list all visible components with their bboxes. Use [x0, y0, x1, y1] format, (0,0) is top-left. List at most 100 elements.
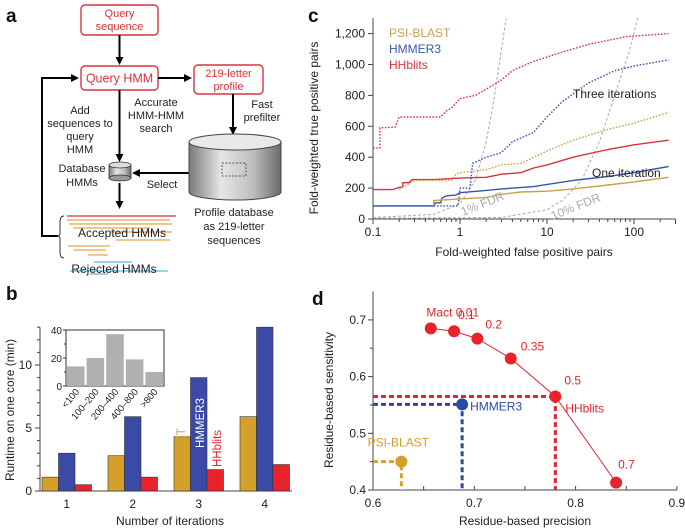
add-label-2: sequences to — [47, 118, 112, 130]
c-ytick-label: 200 — [345, 181, 365, 195]
c-legend-psiblast: PSI-BLAST — [389, 26, 451, 40]
accurate-label-1: Accurate — [134, 97, 177, 109]
b-inset-xtick-label: >800 — [138, 387, 160, 410]
b-ytick-label: 5 — [25, 421, 32, 435]
b-legend-psiblast: PSI-BLAST — [176, 428, 188, 487]
d-label-hhblits-2: 0.2 — [485, 318, 502, 332]
c-annotation-10pct-fdr: 10% FDR — [549, 190, 603, 223]
b-inset-bar-4 — [145, 372, 163, 386]
c-annotation-one-iteration: One iteration — [592, 166, 661, 180]
query-sequence-label-2: sequence — [96, 21, 144, 33]
query-hmm-label: Query HMM — [86, 72, 153, 86]
c-xlabel: Fold-weighted false positive pairs — [435, 245, 612, 259]
c-line-psi-blast-three-iterations — [398, 111, 669, 191]
d-marks: Mact 0.010.1 0.2 0.35 0.5 0.7 HHblits HMMER3 PS… — [368, 305, 635, 490]
c-legend-hhblits: HHblits — [389, 58, 428, 72]
d-xtick-label: 0.9 — [669, 496, 685, 510]
d-ytick-label: 0.7 — [349, 313, 366, 327]
c-xtick-label: 0.1 — [365, 225, 382, 239]
d-point-hhblits-4 — [549, 390, 562, 403]
b-bar-hmmer3-3 — [190, 377, 208, 492]
panel-letter-d: d — [312, 289, 324, 310]
accurate-label-2: HMM-HMM — [128, 110, 184, 122]
d-axes: 0.4 0.5 0.6 0.7 0.6 0.7 0.8 0.9 — [349, 291, 685, 510]
d-point-hhblits-5 — [610, 476, 623, 489]
d-label-hhblits-4: 0.5 — [564, 373, 581, 387]
b-inset-bar-2 — [106, 334, 124, 386]
d-point-hhblits-3 — [504, 352, 517, 365]
b-inset-bar-1 — [86, 358, 105, 386]
c-legend-hmmer3: HMMER3 — [389, 42, 441, 56]
c-lines — [372, 18, 669, 219]
panel-letter-c: c — [308, 6, 319, 27]
feedback-loop-arrow — [41, 74, 79, 237]
panel-d: d 0.4 0.5 0.6 0.7 0.6 0.7 0.8 0.9 Mact 0.010.10… — [312, 289, 685, 528]
d-ylabel: Residue-based sensitivity — [322, 332, 336, 468]
b-legend-hhblits: HHblits — [212, 430, 224, 467]
b-ytick-label: 10 — [19, 358, 33, 372]
c-line-psi-blast-one-iteration — [433, 176, 669, 206]
panel-letter-a: a — [6, 6, 17, 27]
d-xtick-label: 0.7 — [466, 496, 483, 510]
b-bar-hhblits-1 — [74, 484, 92, 492]
c-axes: 0 200 400 600 800 1,000 1,200 0.1 1 10 100 — [335, 18, 677, 239]
profile-database-cylinder — [188, 133, 282, 201]
c-ytick-label: 400 — [345, 150, 365, 164]
c-line-10-fdr — [372, 18, 639, 219]
accepted-hmms-label: Accepted HMMs — [78, 226, 166, 240]
b-xtick-label: 1 — [63, 497, 70, 511]
profile-db-label-3: sequences — [207, 235, 261, 247]
query-sequence-label-1: Query — [105, 8, 135, 20]
add-label-4: HMM — [67, 144, 93, 156]
c-xtick-label: 1 — [457, 225, 464, 239]
c-ylabel: Fold-weighted true positive pairs — [307, 42, 321, 215]
c-ytick-label: 800 — [345, 88, 365, 102]
add-label-3: query — [66, 131, 94, 143]
panel-letter-b: b — [6, 284, 18, 305]
d-ytick-label: 0.6 — [349, 370, 366, 384]
b-bar-hmmer3-4 — [256, 326, 274, 492]
c-ytick-label: 0 — [358, 212, 365, 226]
d-xlabel: Residue-based precision — [459, 514, 591, 528]
b-bar-hmmer3-2 — [124, 416, 142, 492]
query-sequence-box: Query sequence — [80, 4, 159, 36]
d-label-psiblast: PSI-BLAST — [368, 436, 430, 450]
b-xlabel: Number of iterations — [116, 514, 224, 528]
b-bar-hhblits-3 — [206, 469, 224, 492]
d-point-hhblits-2 — [471, 332, 484, 345]
panel-a: a Query sequence Query HMM 219-letter pr… — [6, 4, 282, 276]
b-bar-psiblast-2 — [107, 455, 125, 492]
profile-box: 219-letter profile — [193, 64, 264, 95]
b-xtick-label: 3 — [195, 497, 202, 511]
d-ytick-label: 0.4 — [349, 483, 366, 497]
d-point-hhblits-0 — [424, 322, 437, 335]
c-line-hmmer3-one-iteration — [373, 165, 669, 207]
d-guide-psiblast — [373, 460, 403, 490]
d-point-hmmer3 — [456, 398, 469, 411]
b-xtick-label: 4 — [261, 497, 268, 511]
rejected-hmms-lines — [70, 261, 168, 275]
database-hmms-icon — [108, 161, 132, 182]
prefilter-label: prefilter — [244, 112, 281, 124]
c-line-hhblits-one-iteration — [373, 139, 669, 191]
d-point-psiblast — [395, 455, 408, 468]
panel-c: c 0 200 400 600 800 1,000 1,200 0.1 1 10 100 Fold-… — [307, 6, 677, 259]
profile-label-2: profile — [214, 81, 244, 93]
b-inset-ytick-label: 0 — [56, 382, 62, 393]
b-bar-hhblits-2 — [140, 476, 158, 492]
d-xtick-label: 0.8 — [567, 496, 584, 510]
c-xtick-label: 100 — [624, 225, 644, 239]
b-bars — [41, 326, 290, 492]
d-label-hhblits-0: Mact 0.01 — [426, 305, 479, 319]
d-xtick-label: 0.6 — [365, 496, 382, 510]
rejected-hmms-label: Rejected HMMs — [71, 262, 156, 276]
add-label-1: Add — [70, 105, 90, 117]
accepted-hmms-lines — [56, 215, 176, 259]
b-bar-hmmer3-1 — [58, 452, 76, 492]
d-guide-hhblits — [373, 394, 557, 490]
profile-label-1: 219-letter — [205, 68, 252, 80]
c-line-hmmer3-three-iterations — [373, 59, 669, 207]
